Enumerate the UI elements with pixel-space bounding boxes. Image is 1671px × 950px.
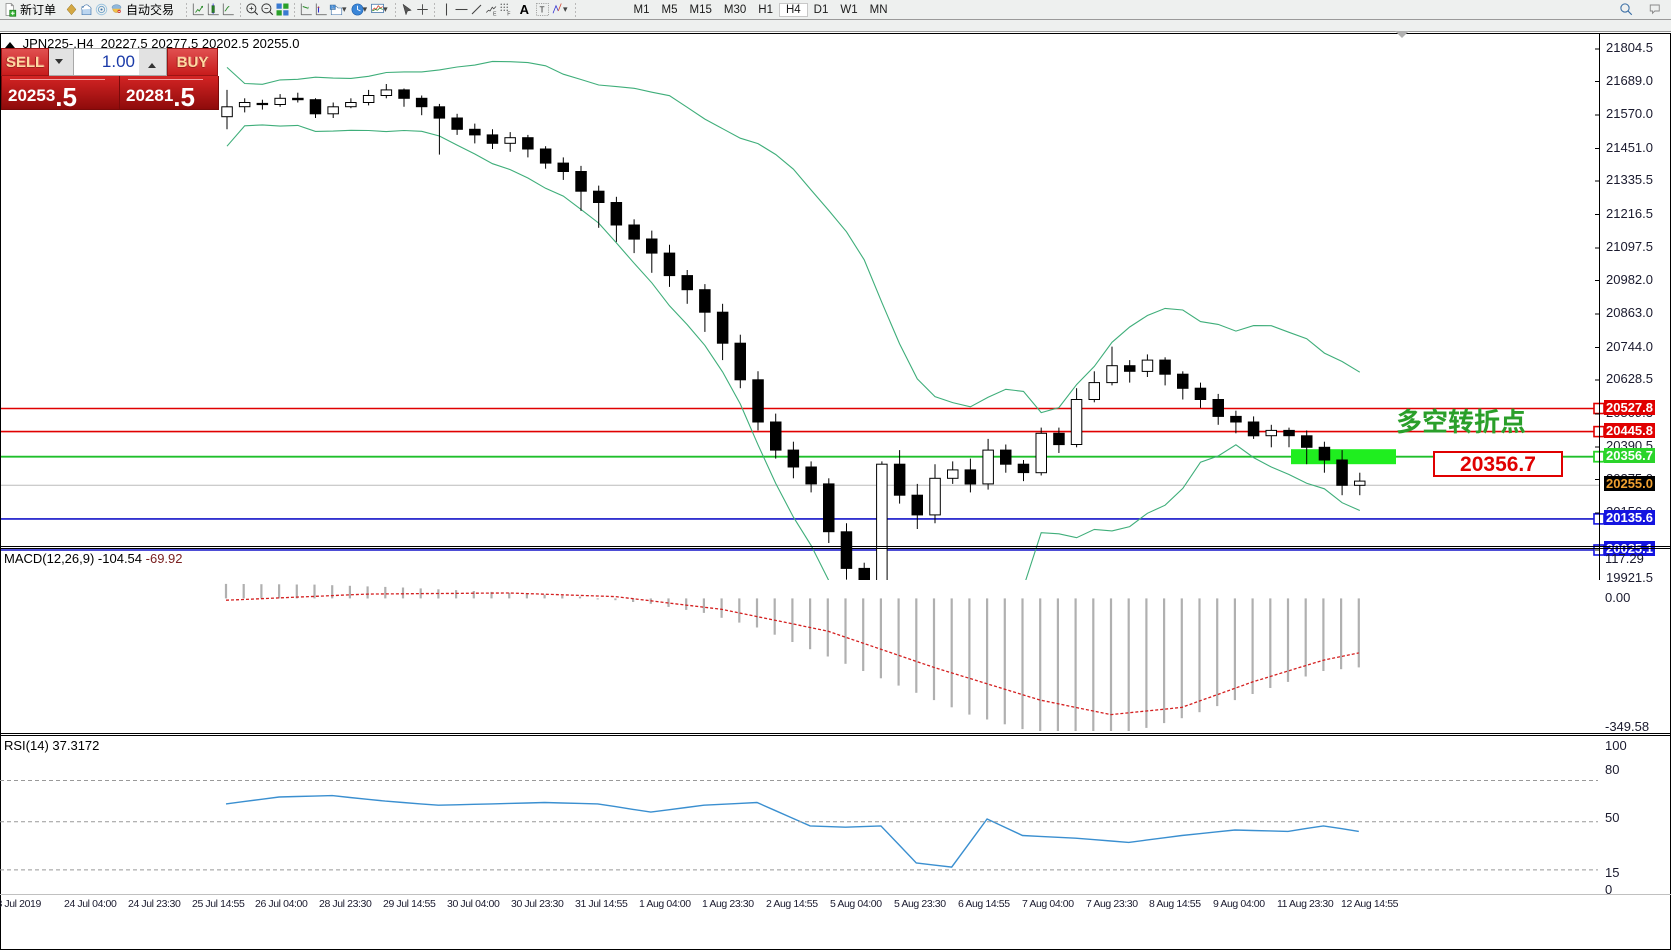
svg-text:T: T (540, 6, 545, 15)
svg-text:F: F (507, 12, 510, 18)
svg-text:E: E (493, 12, 497, 18)
